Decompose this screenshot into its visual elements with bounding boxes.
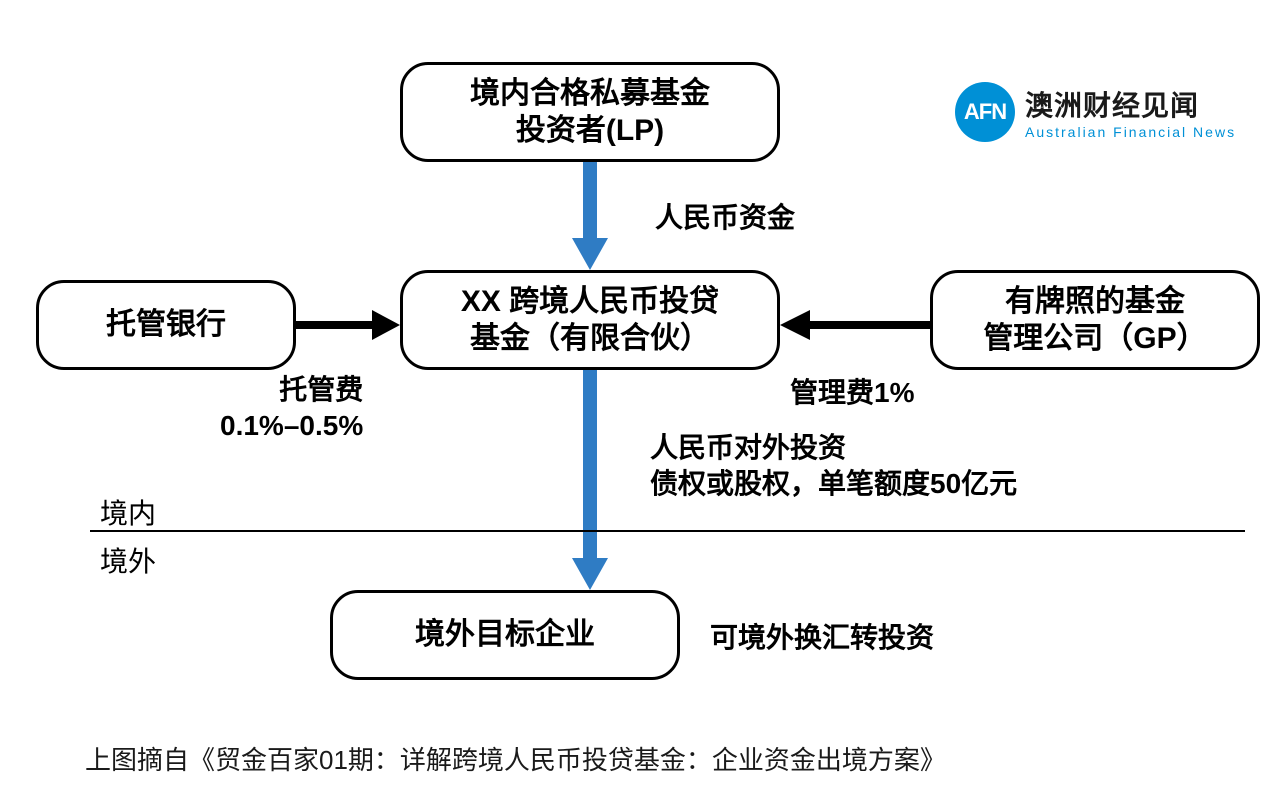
label-bank-line1: 托管费	[220, 372, 363, 408]
divider-line	[90, 530, 1245, 532]
label-fund-to-target: 人民币对外投资 债权或股权，单笔额度50亿元	[650, 430, 1017, 503]
arrow-fund-to-target	[572, 370, 608, 590]
label-lp-to-fund: 人民币资金	[655, 200, 795, 236]
logo: AFN 澳洲财经见闻 Australian Financial News	[955, 82, 1236, 142]
arrow-lp-to-fund	[572, 162, 608, 270]
arrow-bank-to-fund	[296, 310, 400, 340]
label-gp-to-fund: 管理费1%	[790, 375, 914, 411]
node-bank: 托管银行	[36, 280, 296, 370]
logo-badge: AFN	[955, 82, 1015, 142]
node-target-label: 境外目标企业	[415, 616, 595, 654]
node-lp-label: 境内合格私募基金投资者(LP)	[470, 75, 710, 150]
node-bank-label: 托管银行	[106, 306, 226, 344]
section-label-outside: 境外	[100, 540, 156, 580]
arrow-gp-to-fund	[780, 310, 930, 340]
logo-en: Australian Financial News	[1025, 124, 1236, 140]
label-gp-text: 管理费1%	[790, 377, 914, 408]
node-target: 境外目标企业	[330, 590, 680, 680]
annotation-target-text: 可境外换汇转投资	[710, 622, 934, 653]
logo-badge-text: AFN	[964, 99, 1006, 125]
logo-cn: 澳洲财经见闻	[1025, 84, 1236, 124]
node-gp-label: 有牌照的基金管理公司（GP）	[983, 283, 1206, 358]
label-fund-line2: 债权或股权，单笔额度50亿元	[650, 466, 1017, 502]
caption-text: 上图摘自《贸金百家01期：详解跨境人民币投贷基金：企业资金出境方案》	[85, 745, 946, 775]
logo-text: 澳洲财经见闻 Australian Financial News	[1025, 84, 1236, 140]
label-bank-to-fund: 托管费 0.1%–0.5%	[220, 372, 363, 445]
annotation-target: 可境外换汇转投资	[710, 620, 934, 656]
node-gp: 有牌照的基金管理公司（GP）	[930, 270, 1260, 370]
caption: 上图摘自《贸金百家01期：详解跨境人民币投贷基金：企业资金出境方案》	[85, 740, 946, 777]
node-lp: 境内合格私募基金投资者(LP)	[400, 62, 780, 162]
label-lp-to-fund-text: 人民币资金	[655, 202, 795, 233]
section-label-inside: 境内	[100, 492, 156, 532]
label-fund-line1: 人民币对外投资	[650, 430, 1017, 466]
node-fund: XX 跨境人民币投贷基金（有限合伙）	[400, 270, 780, 370]
label-bank-line2: 0.1%–0.5%	[220, 408, 363, 444]
node-fund-label: XX 跨境人民币投贷基金（有限合伙）	[461, 283, 719, 358]
